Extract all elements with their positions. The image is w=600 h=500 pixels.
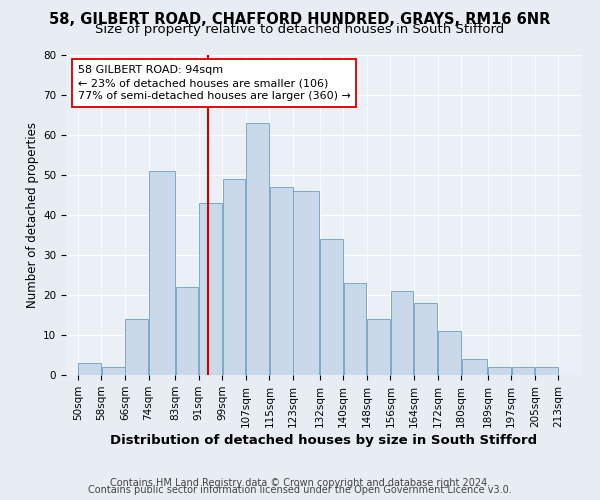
Bar bbox=[293, 191, 319, 375]
Bar bbox=[149, 171, 175, 375]
Text: Contains public sector information licensed under the Open Government Licence v3: Contains public sector information licen… bbox=[88, 485, 512, 495]
Bar bbox=[125, 319, 148, 375]
Bar bbox=[223, 179, 245, 375]
Bar bbox=[367, 319, 390, 375]
Bar bbox=[512, 367, 535, 375]
Bar bbox=[176, 287, 198, 375]
Bar bbox=[438, 331, 461, 375]
Text: Size of property relative to detached houses in South Stifford: Size of property relative to detached ho… bbox=[95, 22, 505, 36]
Bar bbox=[320, 239, 343, 375]
Bar bbox=[461, 359, 487, 375]
Bar bbox=[199, 203, 222, 375]
Y-axis label: Number of detached properties: Number of detached properties bbox=[26, 122, 39, 308]
Bar bbox=[415, 303, 437, 375]
Text: 58, GILBERT ROAD, CHAFFORD HUNDRED, GRAYS, RM16 6NR: 58, GILBERT ROAD, CHAFFORD HUNDRED, GRAY… bbox=[49, 12, 551, 28]
Bar bbox=[535, 367, 558, 375]
Text: Contains HM Land Registry data © Crown copyright and database right 2024.: Contains HM Land Registry data © Crown c… bbox=[110, 478, 490, 488]
Bar bbox=[102, 367, 125, 375]
Bar bbox=[344, 283, 367, 375]
Bar bbox=[488, 367, 511, 375]
X-axis label: Distribution of detached houses by size in South Stifford: Distribution of detached houses by size … bbox=[110, 434, 538, 447]
Bar bbox=[270, 187, 293, 375]
Text: 58 GILBERT ROAD: 94sqm
← 23% of detached houses are smaller (106)
77% of semi-de: 58 GILBERT ROAD: 94sqm ← 23% of detached… bbox=[78, 65, 350, 102]
Bar bbox=[78, 363, 101, 375]
Bar bbox=[247, 123, 269, 375]
Bar bbox=[391, 291, 413, 375]
